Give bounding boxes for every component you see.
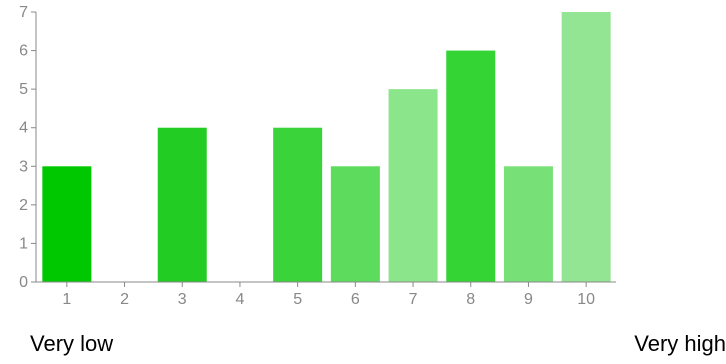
x-tick-label: 9 (524, 291, 533, 308)
bar-chart: 0 1 2 3 4 5 6 7 1 2 3 4 5 6 7 8 9 10 (19, 4, 616, 308)
bar-1 (42, 166, 92, 282)
x-tick-label: 2 (120, 291, 129, 308)
y-tick-label: 4 (19, 120, 28, 137)
bar-5 (273, 127, 323, 282)
scale-label-low: Very low (30, 331, 114, 356)
x-tick-label: 7 (409, 291, 418, 308)
x-tick-label: 3 (178, 291, 187, 308)
y-tick-label: 3 (19, 158, 28, 175)
x-tick-label: 5 (293, 291, 302, 308)
x-tick-label: 6 (351, 291, 360, 308)
y-tick-label: 1 (19, 235, 28, 252)
y-tick-label: 6 (19, 43, 28, 60)
x-tick-label: 4 (235, 291, 244, 308)
scale-label-high: Very high (634, 331, 726, 356)
y-tick-label: 7 (19, 4, 28, 21)
bar-9 (503, 166, 553, 282)
bar-7 (388, 89, 438, 283)
bar-8 (446, 50, 496, 283)
x-axis: 1 2 3 4 5 6 7 8 9 10 (36, 281, 616, 308)
x-tick-label: 1 (62, 291, 71, 308)
bars (42, 12, 611, 283)
y-tick-label: 0 (19, 274, 28, 291)
y-axis: 0 1 2 3 4 5 6 7 (19, 4, 37, 291)
bar-6 (330, 166, 380, 282)
x-tick-label: 8 (466, 291, 475, 308)
bar-10 (561, 12, 611, 282)
y-tick-label: 2 (19, 197, 28, 214)
bar-3 (157, 127, 207, 282)
y-tick-label: 5 (19, 81, 28, 98)
x-tick-label: 10 (577, 291, 595, 308)
